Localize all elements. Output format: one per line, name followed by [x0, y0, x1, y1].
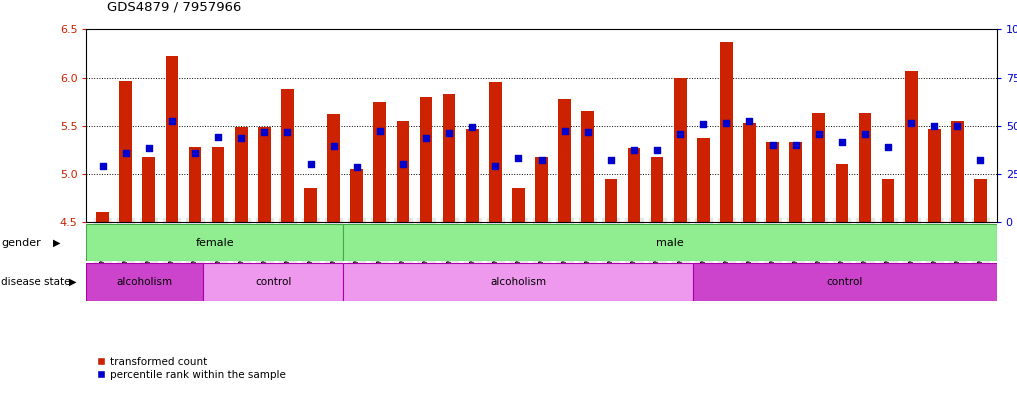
Point	[672, 131, 689, 138]
Bar	[836, 164, 848, 222]
Bar	[86, 263, 203, 301]
Point	[857, 131, 874, 138]
Point	[649, 147, 665, 153]
Bar	[905, 71, 917, 222]
Point	[580, 129, 596, 135]
Bar	[304, 188, 317, 222]
Bar	[397, 121, 409, 222]
Point	[880, 144, 896, 150]
Bar	[513, 188, 525, 222]
Text: GDS4879 / 7957966: GDS4879 / 7957966	[107, 1, 241, 14]
Point	[511, 155, 527, 162]
Bar	[442, 94, 456, 222]
Bar	[351, 169, 363, 222]
Bar	[928, 129, 941, 222]
Point	[210, 134, 226, 140]
Point	[302, 161, 318, 167]
Bar	[489, 83, 501, 222]
Point	[903, 120, 919, 126]
Bar	[882, 179, 894, 222]
Point	[395, 161, 411, 167]
Bar	[235, 127, 247, 222]
Text: ▶: ▶	[69, 277, 76, 287]
Bar	[86, 224, 343, 261]
Bar	[466, 129, 479, 222]
Point	[371, 127, 387, 134]
Point	[487, 163, 503, 169]
Point	[164, 118, 180, 124]
Bar	[697, 138, 710, 222]
Text: disease state: disease state	[1, 277, 70, 287]
Bar	[142, 156, 156, 222]
Bar	[694, 263, 997, 301]
Bar	[582, 111, 594, 222]
Bar	[258, 127, 271, 222]
Point	[926, 123, 943, 129]
Point	[256, 129, 273, 135]
Point	[811, 131, 827, 138]
Point	[741, 118, 758, 124]
Point	[464, 123, 480, 130]
Text: gender: gender	[1, 238, 41, 248]
Bar	[189, 147, 201, 222]
Point	[787, 142, 803, 148]
Bar	[813, 113, 825, 222]
Bar	[604, 179, 617, 222]
Point	[187, 150, 203, 156]
Point	[441, 130, 458, 137]
Bar	[766, 142, 779, 222]
Text: control: control	[255, 277, 291, 287]
Point	[603, 157, 619, 163]
Bar	[535, 156, 548, 222]
Point	[95, 163, 111, 169]
Point	[418, 135, 434, 141]
Text: alcoholism: alcoholism	[117, 277, 173, 287]
Point	[834, 139, 850, 145]
Legend: transformed count, percentile rank within the sample: transformed count, percentile rank withi…	[92, 353, 291, 384]
Point	[972, 157, 989, 163]
Point	[533, 157, 549, 163]
Bar	[974, 179, 986, 222]
Point	[118, 150, 134, 156]
Bar	[651, 156, 663, 222]
Point	[718, 120, 734, 126]
Text: control: control	[827, 277, 863, 287]
Text: ▶: ▶	[53, 238, 60, 248]
Text: female: female	[195, 238, 234, 248]
Bar	[558, 99, 571, 222]
Bar	[212, 147, 225, 222]
Point	[625, 147, 642, 153]
Bar	[166, 57, 178, 222]
Text: male: male	[656, 238, 683, 248]
Bar	[627, 148, 641, 222]
Bar	[327, 114, 340, 222]
Bar	[951, 121, 964, 222]
Bar	[373, 102, 386, 222]
Text: alcoholism: alcoholism	[490, 277, 546, 287]
Bar	[119, 81, 132, 222]
Bar	[97, 212, 109, 222]
Bar	[281, 89, 294, 222]
Point	[949, 123, 965, 129]
Bar	[343, 263, 694, 301]
Point	[280, 129, 296, 135]
Bar	[743, 123, 756, 222]
Point	[556, 127, 573, 134]
Point	[349, 164, 365, 170]
Point	[765, 142, 781, 148]
Bar	[674, 77, 686, 222]
Bar	[789, 142, 802, 222]
Bar	[203, 263, 343, 301]
Point	[140, 145, 157, 151]
Point	[696, 121, 712, 127]
Point	[325, 143, 342, 149]
Bar	[720, 42, 732, 222]
Bar	[858, 113, 872, 222]
Bar	[343, 224, 997, 261]
Bar	[420, 97, 432, 222]
Point	[233, 135, 249, 141]
